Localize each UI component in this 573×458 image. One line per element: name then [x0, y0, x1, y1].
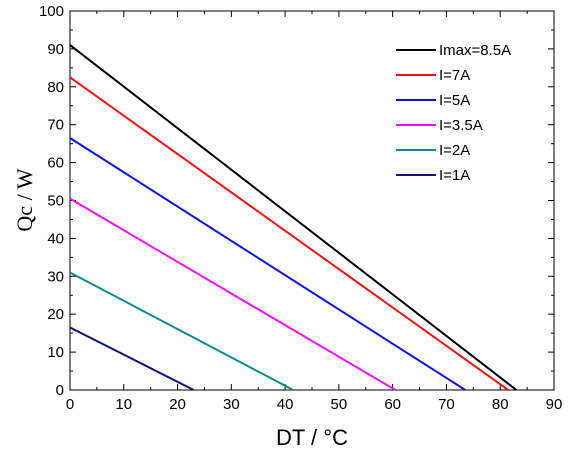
- series-line-6: [69, 326, 195, 391]
- y-tick-label: 70: [47, 117, 64, 134]
- x-tick-label: 10: [115, 396, 132, 413]
- x-tick-label: 50: [331, 396, 348, 413]
- series-line-5: [69, 271, 294, 391]
- x-tick-label: 60: [384, 396, 401, 413]
- x-tick-label: 80: [492, 396, 509, 413]
- legend-label: I=7A: [439, 67, 470, 84]
- legend-label: I=2A: [439, 142, 470, 159]
- y-tick-label: 0: [56, 382, 64, 399]
- legend-label: I=3.5A: [439, 117, 483, 134]
- y-tick-label: 90: [47, 41, 64, 58]
- x-tick-label: 40: [277, 396, 294, 413]
- x-tick-label: 30: [223, 396, 240, 413]
- y-tick-label: 50: [47, 193, 64, 210]
- x-tick-label: 0: [66, 396, 74, 413]
- axis-ticks: 0 10 20 30 40 50 60 70 80 90 0 10 20 30 40 50 60 70 80 90 10…: [39, 3, 562, 413]
- series-line-1: [69, 44, 518, 391]
- y-tick-label: 40: [47, 230, 64, 247]
- y-tick-label: 80: [47, 79, 64, 96]
- x-axis-label: DT / °C: [276, 425, 348, 450]
- x-tick-label: 70: [438, 396, 455, 413]
- series-line-2: [69, 76, 509, 391]
- legend-label: Imax=8.5A: [439, 42, 511, 59]
- y-tick-label: 20: [47, 306, 64, 323]
- plot-frame: [69, 10, 555, 391]
- y-tick-label: 10: [47, 344, 64, 361]
- x-tick-label: 90: [546, 396, 563, 413]
- legend: Imax=8.5A I=7A I=5A I=3.5A I=2A I=1A: [396, 42, 511, 184]
- legend-label: I=5A: [439, 92, 470, 109]
- y-tick-label: 60: [47, 155, 64, 172]
- series-line-3: [69, 137, 466, 391]
- y-tick-label: 100: [39, 3, 64, 20]
- legend-label: I=1A: [439, 167, 470, 184]
- series-line-4: [69, 197, 396, 391]
- y-axis-label: Qc / W: [12, 168, 37, 231]
- series-lines: [69, 44, 518, 391]
- y-tick-label: 30: [47, 268, 64, 285]
- x-tick-label: 20: [169, 396, 186, 413]
